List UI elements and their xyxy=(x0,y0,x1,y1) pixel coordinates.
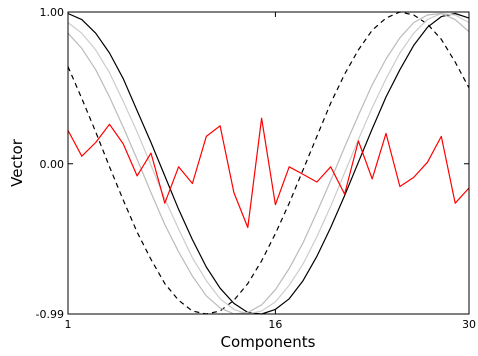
y-tick-label: 0.00 xyxy=(40,158,65,171)
x-tick-label: 16 xyxy=(268,318,282,331)
x-tick-label: 1 xyxy=(65,318,72,331)
x-axis-title: Components xyxy=(221,333,316,351)
series-line-4 xyxy=(67,12,470,315)
axis-tick-labels: 1 16 30 -0.99 0.00 1.00 xyxy=(36,6,476,331)
series-line-2 xyxy=(67,11,470,315)
plot-series xyxy=(67,11,470,315)
axis-ticks xyxy=(67,11,470,315)
series-line-5 xyxy=(67,117,470,229)
series-line-1 xyxy=(67,12,470,315)
y-axis-title: Vector xyxy=(8,138,26,187)
x-tick-label: 30 xyxy=(462,318,476,331)
plot-frame xyxy=(67,11,470,315)
series-line-3 xyxy=(67,12,470,315)
y-tick-label: 1.00 xyxy=(40,6,65,19)
y-tick-label: -0.99 xyxy=(36,308,64,321)
